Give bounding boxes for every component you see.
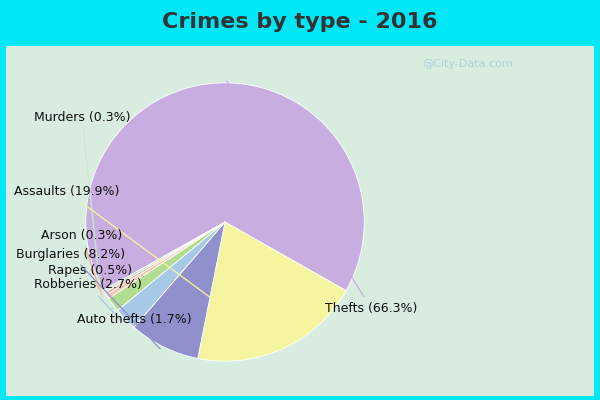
Text: Burglaries (8.2%): Burglaries (8.2%) bbox=[16, 248, 160, 349]
Text: Murders (0.3%): Murders (0.3%) bbox=[34, 111, 130, 291]
Wedge shape bbox=[118, 222, 225, 327]
Wedge shape bbox=[105, 222, 225, 295]
Wedge shape bbox=[198, 222, 346, 361]
Text: @City-Data.com: @City-Data.com bbox=[422, 59, 514, 69]
Text: Auto thefts (1.7%): Auto thefts (1.7%) bbox=[77, 308, 191, 326]
Wedge shape bbox=[106, 222, 225, 298]
Wedge shape bbox=[86, 83, 364, 291]
Wedge shape bbox=[109, 222, 225, 310]
Text: Rapes (0.5%): Rapes (0.5%) bbox=[47, 264, 132, 296]
Text: Thefts (66.3%): Thefts (66.3%) bbox=[227, 81, 418, 315]
Text: Assaults (19.9%): Assaults (19.9%) bbox=[14, 185, 283, 351]
Text: Robberies (2.7%): Robberies (2.7%) bbox=[34, 278, 142, 320]
Wedge shape bbox=[134, 222, 225, 358]
Text: Arson (0.3%): Arson (0.3%) bbox=[41, 230, 122, 293]
Text: Crimes by type - 2016: Crimes by type - 2016 bbox=[162, 12, 438, 32]
Wedge shape bbox=[104, 222, 225, 292]
